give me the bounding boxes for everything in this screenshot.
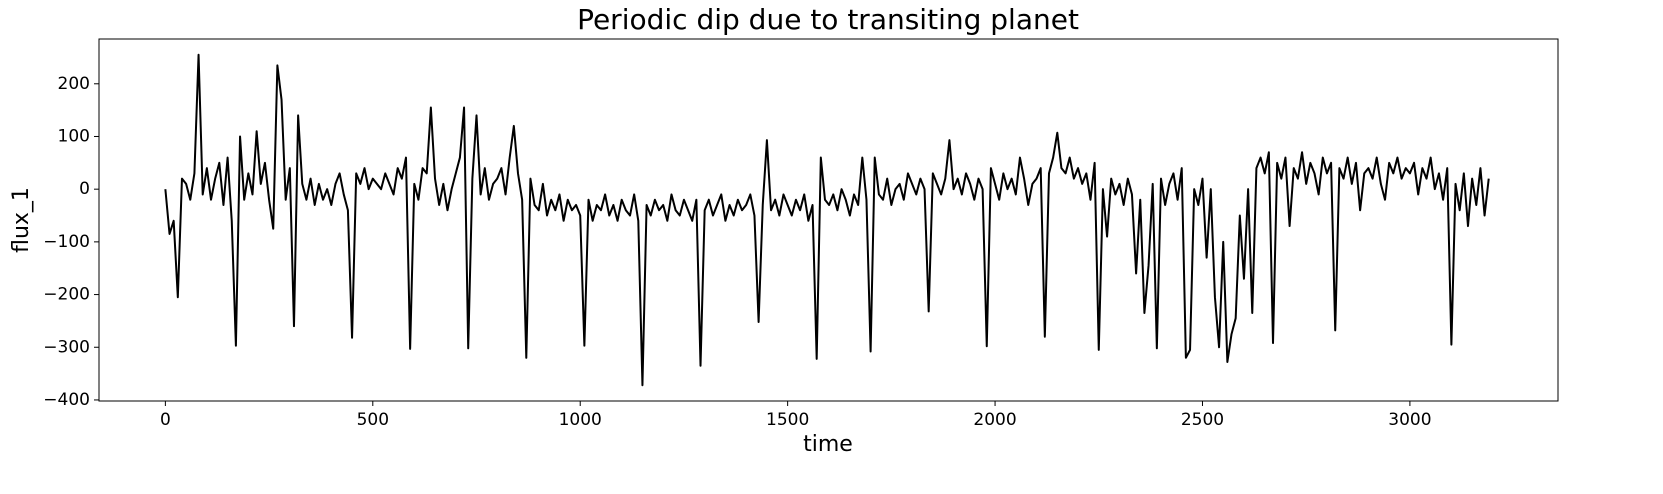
y-tick-label: −400 [43,390,90,410]
y-tick-label: 0 [79,179,90,199]
x-tick-label: 0 [160,410,171,430]
x-tick-label: 500 [357,410,389,430]
x-tick-label: 3000 [1388,410,1431,430]
y-axis-label: flux_1 [9,187,34,253]
y-tick-label: −100 [43,232,90,252]
y-tick-label: −300 [43,337,90,357]
x-tick-label: 1500 [766,410,809,430]
chart-title: Periodic dip due to transiting planet [577,3,1079,36]
data-line [164,53,1490,387]
y-tick-label: 200 [58,74,90,94]
y-tick-label: 100 [58,126,90,146]
x-axis-label: time [803,432,853,457]
x-tick-label: 2000 [973,410,1016,430]
x-tick-label: 1000 [559,410,602,430]
x-tick-label: 2500 [1181,410,1224,430]
y-tick-label: −200 [43,285,90,305]
plot-frame [98,38,1559,402]
